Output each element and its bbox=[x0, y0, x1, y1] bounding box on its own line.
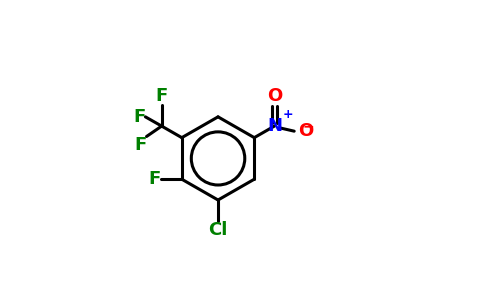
Text: O: O bbox=[298, 122, 313, 140]
Text: F: F bbox=[155, 87, 168, 105]
Text: F: F bbox=[134, 136, 147, 154]
Text: F: F bbox=[133, 108, 145, 126]
Text: O: O bbox=[267, 87, 282, 105]
Text: N: N bbox=[267, 117, 282, 135]
Text: −: − bbox=[302, 120, 314, 134]
Text: Cl: Cl bbox=[208, 221, 228, 239]
Text: +: + bbox=[283, 108, 293, 121]
Text: F: F bbox=[149, 170, 161, 188]
